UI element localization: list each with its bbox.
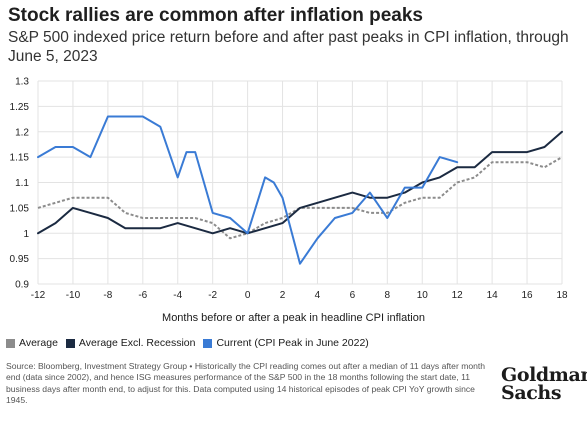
legend-item-average-excl-recession: Average Excl. Recession [65, 337, 196, 349]
x-tick-label: -12 [31, 290, 46, 301]
legend-label-average-excl-recession: Average Excl. Recession [78, 337, 196, 349]
legend-label-current: Current (CPI Peak in June 2022) [216, 337, 369, 349]
series-line-current [37, 115, 459, 265]
x-tick-label: 18 [556, 290, 568, 301]
legend-item-average: Average [6, 337, 58, 349]
x-tick-label: -8 [103, 290, 112, 301]
series-line-average [37, 156, 563, 240]
x-tick-label: 6 [350, 290, 356, 301]
legend-label-average: Average [19, 337, 58, 349]
logo-line-2: Sachs [501, 382, 562, 404]
x-tick-label: 4 [315, 290, 321, 301]
legend-item-current: Current (CPI Peak in June 2022) [203, 337, 369, 349]
y-tick-label: 0.9 [15, 280, 29, 291]
y-tick-label: 1.2 [15, 127, 29, 138]
x-tick-label: 10 [417, 290, 429, 301]
legend-swatch-average-excl-recession [65, 338, 75, 348]
goldman-sachs-logo: Goldman Sachs [501, 364, 587, 404]
y-axis-ticks: 0.9 0.95 1 1.05 1.1 1.15 1.2 1.25 1.3 [10, 77, 30, 291]
chart-subtitle: S&P 500 indexed price return before and … [8, 29, 569, 65]
x-tick-label: 0 [245, 290, 251, 301]
x-axis-ticks: -12 -10 -8 -6 -4 -2 0 2 4 6 8 10 12 14 16 18 [31, 290, 568, 301]
y-tick-label: 1.15 [10, 153, 30, 164]
gridlines [37, 80, 563, 285]
y-tick-label: 1 [23, 229, 29, 240]
x-tick-label: 14 [487, 290, 499, 301]
logo-line-1: Goldman [501, 364, 587, 386]
chart-title: Stock rallies are common after inflation… [8, 5, 423, 26]
x-tick-label: -10 [66, 290, 81, 301]
series-lines [37, 115, 563, 265]
x-tick-label: -4 [173, 290, 182, 301]
y-tick-label: 1.3 [15, 77, 29, 88]
legend-swatch-average [6, 338, 15, 348]
x-tick-label: 8 [385, 290, 391, 301]
y-tick-label: 1.25 [10, 102, 30, 113]
x-tick-label: -2 [208, 290, 217, 301]
x-tick-label: 16 [522, 290, 534, 301]
x-tick-label: 2 [280, 290, 286, 301]
y-tick-label: 1.1 [15, 178, 29, 189]
series-line-average-excl-recession [37, 130, 563, 235]
x-axis-label: Months before or after a peak in headlin… [162, 312, 425, 324]
y-tick-label: 0.95 [10, 254, 30, 265]
x-tick-label: -6 [138, 290, 147, 301]
y-tick-label: 1.05 [10, 203, 30, 214]
legend: Average Average Excl. Recession Current … [6, 337, 377, 349]
source-note: Source: Bloomberg, Investment Strategy G… [6, 361, 486, 406]
x-tick-label: 12 [452, 290, 464, 301]
legend-swatch-current [203, 338, 213, 348]
